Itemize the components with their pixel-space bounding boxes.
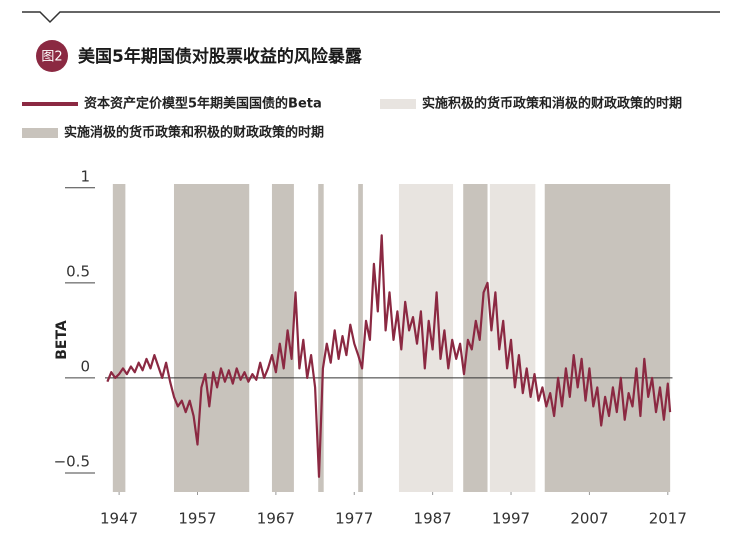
chart-title: 美国5年期国债对股票收益的风险暴露 xyxy=(78,46,363,67)
y-tick-label: 1 xyxy=(80,167,90,185)
period-band xyxy=(271,184,294,492)
period-band xyxy=(463,184,488,492)
y-tick-label: 0 xyxy=(80,357,90,375)
y-axis-label: BETA xyxy=(54,320,70,360)
period-band xyxy=(318,184,324,492)
period-band xyxy=(544,184,671,492)
legend-label: 资本资产定价模型5年期美国国债的Beta xyxy=(84,96,322,112)
x-tick-label: 1987 xyxy=(414,510,452,528)
beta-line xyxy=(106,234,672,478)
x-tick-label: 1997 xyxy=(492,510,530,528)
period-band xyxy=(358,184,363,492)
x-tick-label: 2017 xyxy=(649,510,687,528)
period-band xyxy=(112,184,126,492)
x-tick-label: 1967 xyxy=(257,510,295,528)
x-tick-label: 1957 xyxy=(178,510,216,528)
period-band xyxy=(489,184,536,492)
legend-label: 实施消极的货币政策和积极的财政政策的时期 xyxy=(64,125,324,141)
y-tick-label: −0.5 xyxy=(54,452,90,470)
header-rule xyxy=(22,11,720,24)
legend-swatch xyxy=(380,99,416,109)
legend-swatch xyxy=(22,128,58,138)
y-tick-label: 0.5 xyxy=(66,262,90,280)
x-tick-label: 1947 xyxy=(100,510,138,528)
x-tick-label: 1977 xyxy=(335,510,373,528)
legend-label: 实施积极的货币政策和消极的财政政策的时期 xyxy=(422,96,682,112)
period-band xyxy=(173,184,250,492)
badge-circle xyxy=(36,40,68,72)
badge: 图2 xyxy=(41,50,62,65)
x-tick-label: 2007 xyxy=(570,510,608,528)
